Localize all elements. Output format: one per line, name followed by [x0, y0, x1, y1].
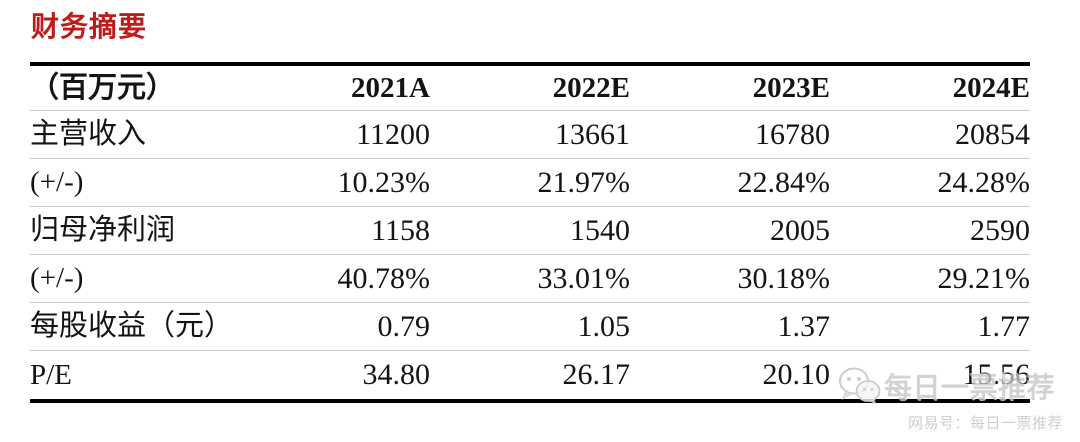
row-label: 归母净利润 [30, 214, 176, 246]
table-cell: 0.79 [377, 309, 431, 343]
table-cell: 2005 [770, 213, 830, 247]
table-cell: 21.97% [537, 165, 631, 199]
table-cell: 33.01% [537, 261, 631, 295]
row-label: 主营收入 [30, 118, 147, 150]
table-row: 主营收入 11200 13661 16780 20854 [30, 111, 1030, 159]
row-label: P/E [30, 358, 72, 391]
table-row: (+/-) 40.78% 33.01% 30.18% 29.21% [30, 255, 1030, 303]
table-row: 每股收益（元） 0.79 1.05 1.37 1.77 [30, 303, 1030, 351]
watermark-caption: 网易号：每日一票推荐 [908, 416, 1064, 432]
table-cell: 1.05 [577, 309, 631, 343]
financial-summary-table: （百万元） 2021A 2022E 2023E 2024E 主营收入 11200… [30, 62, 1030, 403]
table-cell: 10.23% [337, 165, 431, 199]
table-cell: 26.17 [562, 358, 631, 391]
row-label: (+/-) [30, 166, 84, 198]
row-label: 每股收益（元） [30, 310, 234, 342]
table-cell: 30.18% [737, 261, 831, 295]
table-cell: 2590 [970, 213, 1030, 247]
table-cell: 1.77 [977, 309, 1031, 343]
year-column-header: 2023E [752, 71, 830, 104]
table-cell: 20.10 [762, 358, 831, 391]
year-column-header: 2024E [952, 71, 1030, 104]
unit-header-cell: （百万元） [30, 71, 176, 104]
table-cell: 20854 [955, 117, 1030, 151]
table-cell: 1.37 [777, 309, 831, 343]
table-cell: 16780 [755, 117, 830, 151]
table-cell: 1158 [371, 213, 430, 247]
table-cell: 24.28% [937, 165, 1031, 199]
table-cell: 40.78% [337, 261, 431, 295]
row-label: (+/-) [30, 262, 84, 294]
table-cell: 13661 [555, 117, 630, 151]
year-column-header: 2021A [351, 71, 430, 104]
page-title: 财务摘要 [31, 11, 148, 42]
table-header-row: （百万元） 2021A 2022E 2023E 2024E [30, 66, 1030, 111]
table-cell: 15.56 [962, 358, 1031, 391]
table-cell: 22.84% [737, 165, 831, 199]
table-row: 归母净利润 1158 1540 2005 2590 [30, 207, 1030, 255]
table-cell: 1540 [570, 213, 630, 247]
table-cell: 11200 [356, 117, 430, 151]
table-cell: 29.21% [937, 261, 1031, 295]
table-row: P/E 34.80 26.17 20.10 15.56 [30, 351, 1030, 399]
table-row: (+/-) 10.23% 21.97% 22.84% 24.28% [30, 159, 1030, 207]
table-cell: 34.80 [362, 358, 431, 391]
year-column-header: 2022E [552, 71, 630, 104]
